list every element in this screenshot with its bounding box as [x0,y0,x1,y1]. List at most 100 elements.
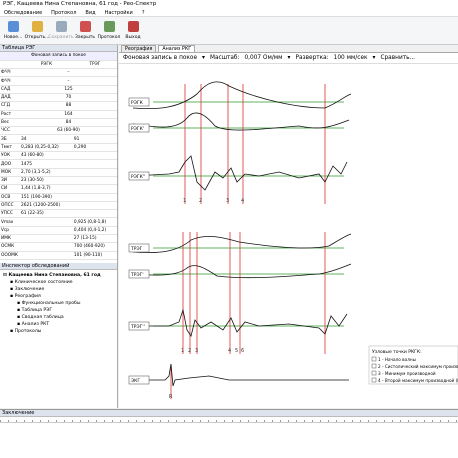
conclusion-panel: Заключение [0,409,458,458]
cell [72,184,117,194]
point-label: 5 [235,348,238,354]
table-row: Вес 84 [0,118,117,128]
toolbar-button[interactable]: Протокол [97,19,121,42]
controls: Фоновая запись в покое ▾ Масштаб: 0,007 О… [119,53,458,64]
button-label: Сохранить [48,35,74,40]
cell [20,226,73,236]
reg-table: Фоновая запись в покое РЭГК ТРЭГ ФЧЧ – ФЧЧ – СА… [0,52,117,260]
table-row: ФЧЧ – [0,76,117,86]
cell [72,151,117,161]
traces [132,81,352,387]
row-name: СГД [0,101,20,111]
tree-label: Анализ РКТ [21,321,50,327]
compare-button[interactable]: Сравнить... [380,55,416,61]
tab[interactable]: Анализ РКГ [158,45,196,52]
point-label: 3 [195,348,198,354]
tree-patient[interactable]: ⊟ Кащеева Нина Степановна, 61 год [3,272,101,278]
table-row: ОПСС 2621 (1200-2500) [0,201,117,211]
ruler [0,417,458,423]
button-label: Протокол [97,35,121,40]
tree-item[interactable]: ▪ Анализ РКТ [17,321,50,327]
tree-label: Реография [14,293,41,299]
table-row: ОООМК 101 (90-110) [0,251,117,260]
menu-item[interactable]: Настройки [104,10,133,16]
toolbar-button[interactable]: Сохранить [48,19,74,42]
tree-item[interactable]: ▪ Реография [10,293,41,299]
cell [20,251,73,260]
table-row: ДОО 1475 [0,159,117,169]
legend-item: 4 - Второй максимум производной (В - вол [378,378,458,383]
table-row: Vcp 0,404 (0,4-1,2) [0,226,117,236]
table-row: ОСВ 151 (190-390) [0,193,117,202]
cell [72,201,117,211]
legend-box [368,345,458,385]
row-name: ОООМК [0,251,20,260]
table-row: Рост 164 [0,110,117,119]
table-row: ДАД 70 [0,93,117,103]
toolbar-button[interactable]: Закрыть [75,19,95,42]
cell: 0,925 (0,8-1,8) [72,217,117,227]
tabs: Реография Анализ РКГ [119,45,458,53]
record-select[interactable]: Фоновая запись в покое [123,55,198,61]
tree-item[interactable]: ▪ Функциональные пробы [17,300,81,306]
scale-value[interactable]: 0,007 Ом/мм [244,55,283,61]
point-label: 4 [228,348,231,354]
cell: – [20,76,117,86]
tree-item[interactable]: ▪ Сводная таблица [17,314,64,320]
patient-name: Кащеева Нина Степановна, 61 год [8,272,101,278]
cell [72,176,117,186]
menu-item[interactable]: ? [141,10,145,16]
cell: 27 (13-15) [72,234,117,244]
column-header: ТРЭГ [72,60,117,70]
button-label: Открыть... [24,35,50,40]
icon [55,21,67,32]
row-name: Тмкт [0,143,20,153]
toolbar-button[interactable]: Новое... [3,19,23,42]
channel-label: ЭКГ [131,378,140,384]
table-row: ЗИ 23 (30-50) [0,176,117,186]
checkbox [371,356,377,362]
toolbar-button[interactable]: Выход [123,19,143,42]
cell: 1,44 (1,8-3,7) [20,184,73,194]
table-row: УОК 43 (60-80) [0,151,117,161]
tree-label: Функциональные пробы [21,300,81,306]
cell: 1475 [20,159,73,169]
channel-box [128,269,150,279]
channel-label: ТРЭГ [130,246,143,252]
row-name: МОК [0,168,20,177]
legend-item: 2 - Систолический максимум производной [378,364,458,369]
cell: 151 (190-390) [20,193,73,202]
cell: 63 (60-90) [20,126,117,136]
cell [0,60,20,70]
menu-item[interactable]: Вид [85,10,96,16]
tree-item[interactable]: ▪ Таблица РЭГ [17,307,53,313]
row-name: ДОО [0,159,20,169]
menu-item[interactable]: Протокол [51,10,77,16]
marker-lines [170,84,326,399]
channel-box [128,321,150,331]
cell: 2,70 (3,1-5,2) [20,168,73,177]
tree-label: Сводная таблица [21,314,64,320]
cell [72,209,117,219]
table-row: ИМК 27 (13-15) [0,234,117,244]
sweep-value[interactable]: 100 мм/сек [333,55,368,61]
cell: 61 (22-35) [20,209,73,219]
channel-box [128,171,150,181]
tree-label: Клиническое состояние [14,279,73,285]
toolbar-button[interactable]: Открыть... [24,19,50,42]
panel-header: Таблица РЭГ [0,45,117,52]
tree-item[interactable]: ▪ Заключение [10,286,45,292]
tree-item[interactable]: ▪ Протоколы [10,328,42,334]
row-name: ЗИ [0,176,20,186]
cell [72,193,117,202]
tab[interactable]: Реография [121,45,157,52]
channel-box [128,243,150,253]
cell [20,242,73,252]
tree-item[interactable]: ▪ Клиническое состояние [10,279,73,285]
menu-item[interactable]: Обследование [4,10,43,16]
channel-box [128,123,150,133]
table-row: ФЧЧ – [0,68,117,78]
legend-item: 1 - Начало волны [378,357,416,362]
tree: ⊟ Кащеева Нина Степановна, 61 год ▪ Клини… [0,270,117,337]
